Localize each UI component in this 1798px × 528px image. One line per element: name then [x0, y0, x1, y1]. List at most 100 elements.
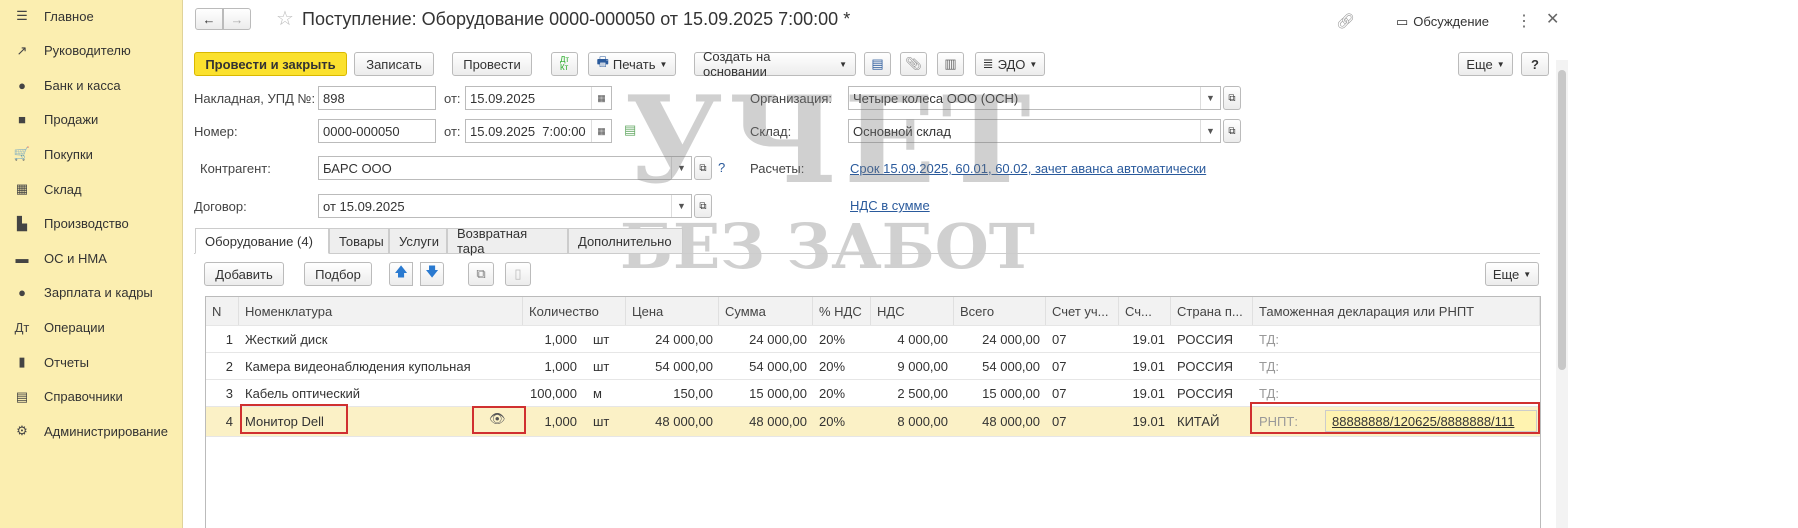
- invoice-date-field[interactable]: 15.09.2025 ▦: [465, 86, 612, 110]
- paperclip-icon[interactable]: 📎︎: [900, 52, 927, 76]
- cell-unit: шт: [593, 414, 610, 429]
- contract-field[interactable]: от 15.09.2025 ▼: [318, 194, 692, 218]
- table-more-button[interactable]: Еще ▼: [1485, 262, 1539, 286]
- org-field[interactable]: Четыре колеса ООО (ОСН) ▼: [848, 86, 1221, 110]
- column-header[interactable]: Страна п...: [1171, 297, 1253, 325]
- calendar-icon[interactable]: ▦: [591, 87, 611, 109]
- traceability-eye-icon[interactable]: 👁︎: [489, 411, 506, 426]
- column-header[interactable]: % НДС: [813, 297, 871, 325]
- sidebar-item-7[interactable]: ▬ ОС и НМА: [0, 243, 183, 273]
- open-icon[interactable]: ⧉: [694, 156, 712, 180]
- sidebar-item-4[interactable]: 🛒 Покупки: [0, 139, 183, 169]
- scrollbar[interactable]: [1556, 60, 1568, 528]
- column-header[interactable]: Таможенная декларация или РНПТ: [1253, 297, 1540, 325]
- sidebar-item-3[interactable]: ■ Продажи: [0, 105, 183, 135]
- print-button[interactable]: 🖶 Печать ▼: [588, 52, 676, 76]
- sidebar-item-label: Главное: [44, 8, 94, 24]
- column-header[interactable]: Счет уч...: [1046, 297, 1119, 325]
- sidebar-item-0[interactable]: ☰ Главное: [0, 1, 183, 31]
- sidebar-item-2[interactable]: ● Банк и касса: [0, 70, 183, 100]
- warehouse-field[interactable]: Основной склад ▼: [848, 119, 1221, 143]
- sidebar-item-label: Руководителю: [44, 43, 131, 59]
- more-button[interactable]: Еще ▼: [1458, 52, 1513, 76]
- chevron-down-icon[interactable]: ▼: [671, 157, 691, 179]
- move-up-icon[interactable]: 🡅: [389, 262, 413, 286]
- forward-button[interactable]: →: [223, 8, 251, 30]
- sidebar-item-8[interactable]: ● Зарплата и кадры: [0, 278, 183, 308]
- tab-1[interactable]: Товары: [329, 228, 389, 254]
- sidebar-item-label: Склад: [44, 181, 82, 197]
- chevron-down-icon: ▼: [1029, 59, 1038, 69]
- counterparty-field[interactable]: БАРС ООО ▼: [318, 156, 692, 180]
- table-row[interactable]: 4 Монитор Dell 1,000 шт 48 000,00 48 000,00 20…: [206, 407, 1540, 437]
- scrollbar-thumb[interactable]: [1558, 70, 1566, 370]
- chevron-down-icon[interactable]: ▼: [671, 195, 691, 217]
- tab-2[interactable]: Услуги: [389, 228, 447, 254]
- cell-unit: шт: [593, 331, 610, 347]
- column-header[interactable]: Номенклатура: [239, 297, 523, 325]
- add-button[interactable]: Добавить: [204, 262, 284, 286]
- cell-vat_rate: 20%: [819, 414, 846, 429]
- copy-icon[interactable]: ⧉: [468, 262, 494, 286]
- table-row[interactable]: 1 Жесткий диск 1,000 шт 24 000,00 24 000,00 20…: [206, 326, 1540, 353]
- number-field[interactable]: 0000-000050: [318, 119, 436, 143]
- sidebar-item-12[interactable]: ⚙ Администрирование: [0, 416, 183, 446]
- document-icon[interactable]: ▥: [937, 52, 964, 76]
- discussion-button[interactable]: ▭ Обсуждение: [1396, 14, 1489, 30]
- save-button[interactable]: Записать: [354, 52, 434, 76]
- more-menu-icon[interactable]: ⋮: [1516, 13, 1532, 30]
- column-header[interactable]: НДС: [871, 297, 954, 325]
- paste-icon[interactable]: ▯: [505, 262, 531, 286]
- cell-n: 2: [225, 358, 233, 374]
- sidebar-item-6[interactable]: ▙ Производство: [0, 209, 183, 239]
- sidebar-item-5[interactable]: ▦ Склад: [0, 174, 183, 204]
- open-icon[interactable]: ⧉: [1223, 119, 1241, 143]
- nav-buttons: ← →: [195, 8, 251, 30]
- tab-0[interactable]: Оборудование (4): [195, 228, 329, 254]
- select-button[interactable]: Подбор: [304, 262, 372, 286]
- number-date-field[interactable]: 15.09.2025 7:00:00 ▦: [465, 119, 612, 143]
- open-icon[interactable]: ⧉: [1223, 86, 1241, 110]
- move-down-icon[interactable]: 🡇: [420, 262, 444, 286]
- rnpt-field[interactable]: 88888888/120625/8888888/111: [1325, 410, 1537, 432]
- invoice-number-field[interactable]: 898: [318, 86, 436, 110]
- calendar-icon[interactable]: ▦: [591, 120, 611, 142]
- coin-icon: ●: [18, 77, 26, 93]
- column-header[interactable]: Сумма: [719, 297, 813, 325]
- column-header[interactable]: Количество: [523, 297, 626, 325]
- favorite-star-icon[interactable]: ☆: [276, 8, 294, 30]
- create-based-on-button[interactable]: Создать на основании ▼: [694, 49, 856, 79]
- sidebar-item-11[interactable]: ▤ Справочники: [0, 382, 183, 412]
- cell-country: РОССИЯ: [1177, 385, 1234, 401]
- column-header[interactable]: Цена: [626, 297, 719, 325]
- open-icon[interactable]: ⧉: [694, 194, 712, 218]
- chevron-down-icon[interactable]: ▼: [1200, 87, 1220, 109]
- close-icon[interactable]: ✕: [1546, 11, 1560, 28]
- chevron-down-icon[interactable]: ▼: [1200, 120, 1220, 142]
- column-header[interactable]: Сч...: [1119, 297, 1171, 325]
- post-and-close-button[interactable]: Провести и закрыть: [194, 52, 347, 76]
- dt-kt-button[interactable]: Дт Кт: [551, 52, 578, 76]
- help-button[interactable]: ?: [1521, 52, 1549, 76]
- tab-3[interactable]: Возвратная тара: [447, 226, 568, 256]
- link-icon[interactable]: 🔗︎: [1336, 13, 1356, 30]
- column-header[interactable]: N: [206, 297, 239, 325]
- table-row[interactable]: 2 Камера видеонаблюдения купольная 1,000 шт…: [206, 353, 1540, 380]
- back-button[interactable]: ←: [195, 8, 223, 30]
- cell-vat_rate: 20%: [819, 331, 846, 347]
- edo-button[interactable]: ≣ ЭДО ▼: [975, 52, 1045, 76]
- vat-link[interactable]: НДС в сумме: [850, 198, 930, 213]
- sidebar-item-10[interactable]: ▮ Отчеты: [0, 347, 183, 377]
- table-row[interactable]: 3 Кабель оптический 100,000 м 150,00 15 000,0…: [206, 380, 1540, 407]
- dt-kt-icon: Дт: [14, 319, 30, 335]
- equipment-table: N Номенклатура Количество Цена Сумма% НДС НДС…: [205, 296, 1541, 528]
- help-link[interactable]: ?: [718, 160, 726, 175]
- column-header[interactable]: Всего: [954, 297, 1046, 325]
- sidebar-item-1[interactable]: ↗ Руководителю: [0, 36, 183, 66]
- structure-icon[interactable]: ▤: [864, 52, 891, 76]
- settlements-link[interactable]: Срок 15.09.2025, 60.01, 60.02, зачет ава…: [850, 161, 1207, 176]
- post-button[interactable]: Провести: [452, 52, 532, 76]
- tab-4[interactable]: Дополнительно: [568, 228, 683, 254]
- document-check-icon[interactable]: ▤: [624, 122, 637, 137]
- sidebar-item-9[interactable]: Дт Операции: [0, 312, 183, 342]
